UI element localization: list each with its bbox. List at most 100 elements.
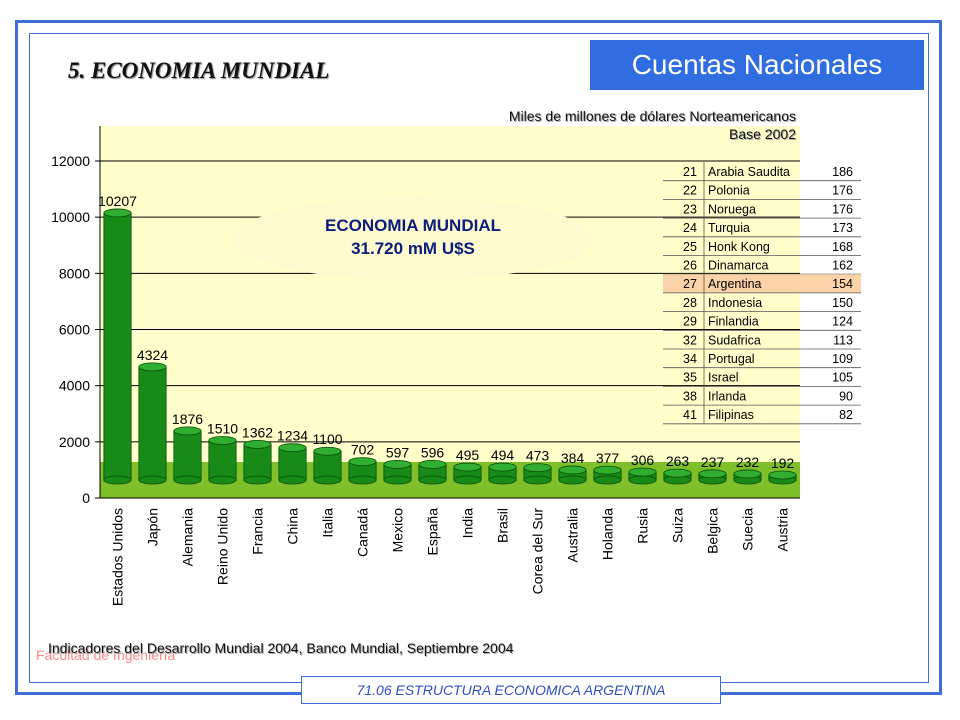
y-tick-label: 2000 (59, 434, 90, 450)
bar-top (383, 459, 412, 469)
bar-bottom (103, 475, 132, 485)
table-value: 82 (839, 408, 853, 422)
bar-3 (173, 426, 202, 485)
category-label: Alemania (180, 508, 196, 567)
bar-14 (558, 465, 587, 485)
y-tick-label: 10000 (51, 209, 90, 225)
category-label: Reino Unido (215, 508, 231, 585)
bar-bottom (418, 475, 447, 485)
table-value: 150 (832, 296, 853, 310)
bar-value-label: 232 (736, 454, 760, 470)
bar-10 (418, 460, 447, 485)
table-row: 26 Dinamarca 162 (663, 259, 861, 275)
table-row: 21 Arabia Saudita 186 (663, 165, 861, 182)
bar-4 (208, 436, 237, 485)
bar-18 (698, 469, 727, 485)
category-label: Brasil (495, 508, 511, 543)
bar-value-label: 702 (351, 442, 375, 458)
category-label: Corea del Sur (530, 508, 546, 595)
bar-bottom (523, 475, 552, 485)
category-label: Holanda (600, 508, 616, 560)
category-label: Suiza (670, 508, 686, 543)
bar-value-label: 1876 (172, 411, 203, 427)
table-row-highlight (663, 274, 861, 293)
y-tick-label: 6000 (59, 322, 90, 338)
bar-bottom (628, 475, 657, 485)
table-rank: 35 (683, 371, 697, 385)
table-rank: 32 (683, 333, 697, 347)
table-country: Argentina (708, 277, 762, 291)
category-label: India (460, 508, 476, 539)
bar-bottom (173, 475, 202, 485)
y-tick-label: 0 (82, 490, 90, 506)
units-note-line1: Miles de millones de dólares Norteameric… (508, 108, 796, 124)
bar-bottom (488, 475, 517, 485)
bar-body (243, 443, 272, 481)
table-row: 38 Irlanda 90 (663, 389, 861, 406)
bar-body (173, 430, 202, 481)
bar-bottom (278, 475, 307, 485)
bar-value-label: 192 (771, 455, 795, 471)
table-row: 35 Israel 105 (663, 371, 861, 387)
bar-body (103, 212, 132, 481)
category-label: Estados Unidos (110, 508, 126, 606)
category-label: Rusia (635, 508, 651, 544)
table-country: Arabia Saudita (708, 165, 790, 179)
table-country: Sudafrica (708, 333, 761, 347)
table-country: Dinamarca (708, 259, 768, 273)
table-value: 105 (832, 371, 853, 385)
bar-top (698, 469, 727, 479)
table-row: 41 Filipinas 82 (663, 408, 861, 425)
bar-13 (523, 463, 552, 485)
category-label: Canadá (355, 508, 371, 557)
bar-body (278, 447, 307, 481)
table-country: Polonia (708, 184, 750, 198)
bar-value-label: 1100 (312, 431, 342, 447)
bar-bottom (313, 475, 342, 485)
table-rank: 21 (683, 165, 697, 179)
table-value: 109 (832, 352, 853, 366)
bar-value-label: 263 (666, 453, 690, 469)
bar-11 (453, 462, 482, 485)
bar-top (103, 208, 132, 218)
bar-top (348, 457, 377, 467)
bar-20 (768, 470, 797, 485)
bar-body (138, 366, 167, 481)
table-row: 29 Finlandia 124 (663, 315, 861, 331)
table-value: 162 (832, 259, 853, 273)
slide-title: 5. ECONOMIA MUNDIAL (68, 58, 330, 83)
table-rank: 41 (683, 408, 697, 422)
bar-top (628, 467, 657, 477)
table-rank: 25 (683, 240, 697, 254)
bar-value-label: 597 (386, 444, 410, 460)
bar-bottom (243, 475, 272, 485)
chart-floor (100, 462, 800, 498)
bar-top (418, 460, 447, 469)
bar-top (278, 443, 307, 453)
table-rank: 34 (683, 352, 697, 366)
table-row: 27 Argentina 154 (663, 274, 861, 294)
units-note-line2: Base 2002 (729, 126, 796, 142)
callout-title: ECONOMIA MUNDIAL (325, 216, 501, 235)
course-footer: 71.06 ESTRUCTURA ECONOMICA ARGENTINA (301, 676, 721, 704)
bar-6 (278, 443, 307, 485)
bar-value-label: 377 (596, 450, 620, 466)
table-country: Finlandia (708, 315, 759, 329)
table-value: 113 (833, 333, 853, 347)
units-note: Miles de millones de dólares Norteameric… (509, 107, 796, 143)
table-row: 23 Noruega 176 (663, 202, 861, 219)
callout-value: 31.720 mM U$S (351, 239, 475, 258)
category-label: China (285, 508, 301, 545)
bar-top (733, 469, 762, 479)
bar-17 (663, 468, 692, 485)
table-rank: 23 (683, 202, 697, 216)
table-row: 32 Sudafrica 113 (663, 333, 861, 350)
source-note: Indicadores del Desarrollo Mundial 2004,… (48, 640, 514, 656)
table-rank: 29 (683, 315, 697, 329)
bar-top (488, 462, 517, 472)
bar-bottom (453, 475, 482, 485)
section-header: Cuentas Nacionales (590, 40, 924, 90)
bar-19 (733, 469, 762, 485)
bar-bottom (138, 475, 167, 485)
faculty-label: Facultad de Ingeniería (36, 647, 176, 663)
